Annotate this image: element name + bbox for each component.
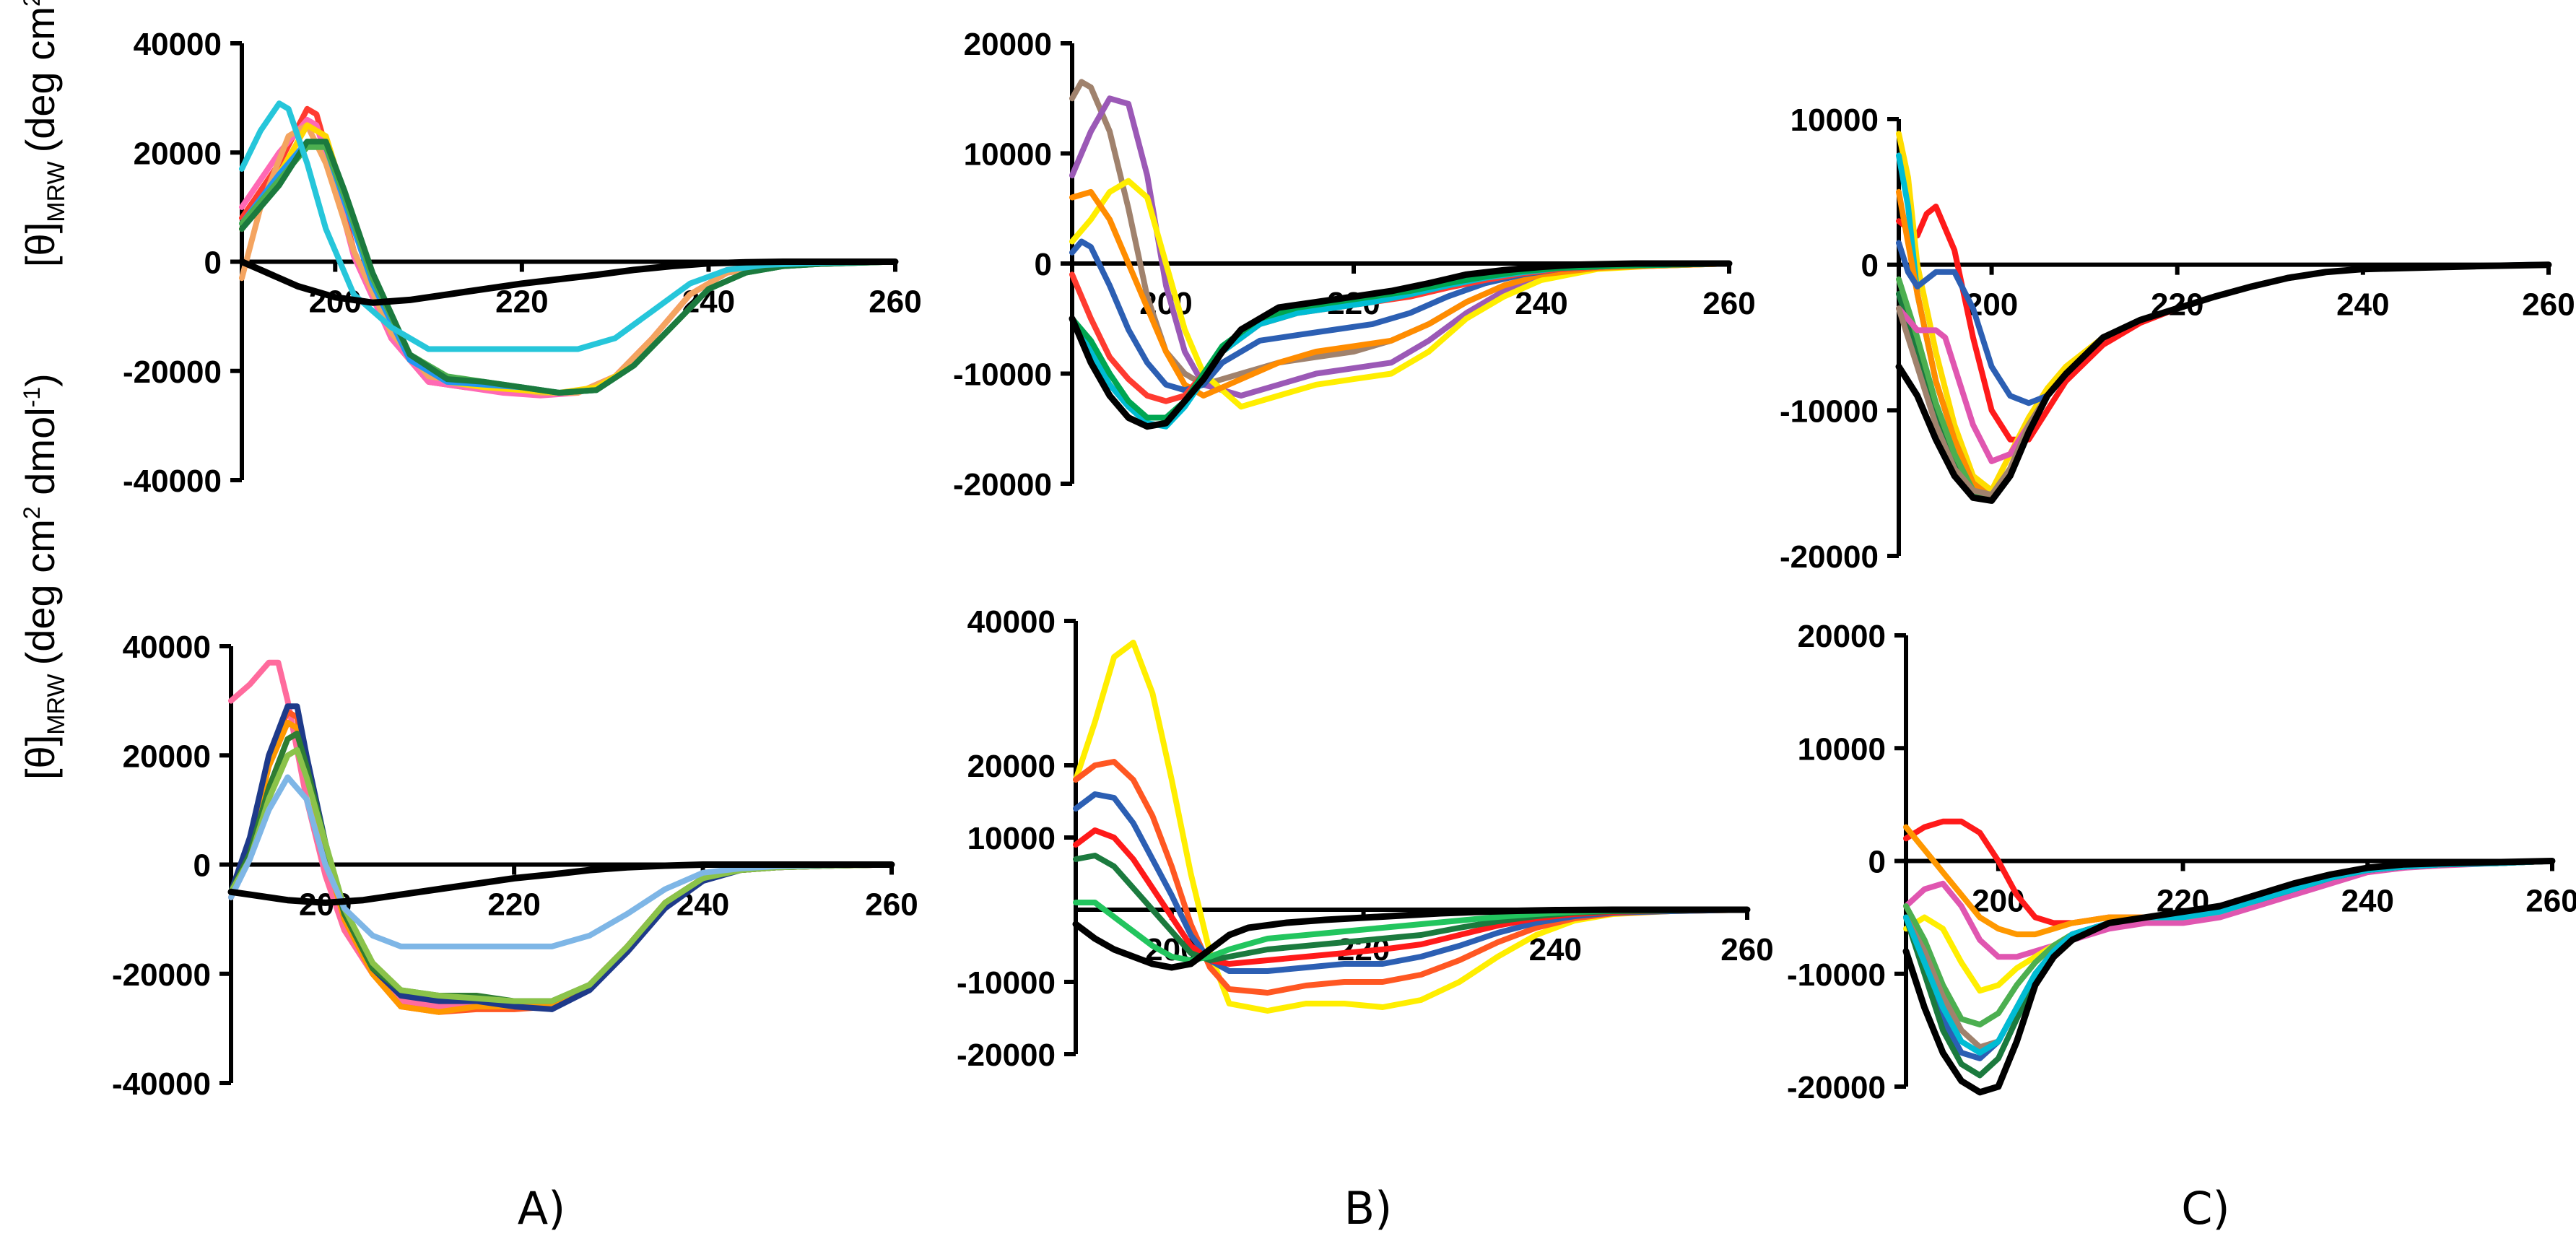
x-tick-label: 220 bbox=[495, 284, 548, 320]
series-line-1 bbox=[1069, 95, 1732, 399]
y-axis-label-bottom: [θ]MRW(deg cm2 dmol-1) bbox=[17, 373, 70, 780]
y-tick-label: 10000 bbox=[964, 137, 1052, 173]
y-tick-label: 0 bbox=[1868, 845, 1886, 880]
x-tick-label: 260 bbox=[1702, 286, 1755, 321]
y-tick-label: 40000 bbox=[967, 604, 1056, 640]
series-line-9 bbox=[1902, 858, 2556, 1096]
y-tick-label: 20000 bbox=[134, 136, 222, 171]
y-tick-label: 20000 bbox=[123, 739, 211, 774]
x-tick-label: 240 bbox=[2336, 287, 2389, 323]
y-tick-label: -10000 bbox=[1780, 393, 1879, 429]
series-line-8 bbox=[238, 258, 899, 306]
series-line-6 bbox=[1072, 906, 1751, 971]
series-line-3 bbox=[1069, 188, 1732, 399]
panel-label-b: B) bbox=[1344, 1182, 1393, 1235]
series-line-9 bbox=[1895, 261, 2552, 504]
series-line-0 bbox=[228, 659, 895, 1010]
y-tick-label: -20000 bbox=[1787, 1070, 1886, 1105]
series-line-5 bbox=[228, 747, 895, 1004]
y-tick-label: 10000 bbox=[1790, 103, 1879, 138]
y-tick-label: 20000 bbox=[964, 27, 1052, 62]
series-line-2 bbox=[1069, 178, 1732, 410]
y-tick-label: 20000 bbox=[1798, 619, 1886, 654]
x-tick-label: 260 bbox=[869, 284, 921, 320]
y-tick-label: -20000 bbox=[957, 1038, 1056, 1073]
y-tick-label: -10000 bbox=[953, 357, 1052, 393]
y-tick-label: 40000 bbox=[134, 27, 222, 62]
x-tick-label: 260 bbox=[1720, 932, 1773, 967]
series-line-8 bbox=[1069, 260, 1733, 430]
y-tick-label: -20000 bbox=[953, 467, 1052, 503]
x-tick-label: 240 bbox=[1529, 932, 1582, 967]
x-tick-label: 260 bbox=[865, 887, 918, 923]
y-tick-label: -10000 bbox=[1787, 957, 1886, 993]
x-tick-label: 240 bbox=[1515, 286, 1567, 321]
series-line-3 bbox=[1896, 188, 2551, 501]
series-line-7 bbox=[239, 100, 898, 352]
series-line-1 bbox=[1073, 759, 1750, 996]
x-tick-label: 260 bbox=[2522, 287, 2575, 323]
y-tick-label: 0 bbox=[193, 848, 211, 884]
y-tick-label: 0 bbox=[204, 245, 222, 281]
series-line-6 bbox=[228, 774, 895, 949]
series-line-0 bbox=[1896, 204, 2551, 443]
series-line-2 bbox=[1896, 152, 2551, 501]
y-tick-label: 10000 bbox=[1798, 731, 1886, 767]
x-tick-label: 240 bbox=[2341, 884, 2394, 919]
y-tick-label: 0 bbox=[1861, 248, 1879, 284]
y-tick-label: -40000 bbox=[123, 464, 222, 499]
y-tick-label: -20000 bbox=[123, 355, 222, 390]
series-line-7 bbox=[227, 861, 895, 906]
series-line-3 bbox=[1903, 858, 2555, 994]
y-tick-label: 0 bbox=[1035, 247, 1052, 282]
x-tick-label: 260 bbox=[2525, 884, 2576, 919]
y-tick-label: 20000 bbox=[967, 749, 1056, 784]
y-tick-label: -20000 bbox=[1780, 539, 1879, 575]
y-tick-label: -40000 bbox=[112, 1066, 211, 1102]
series-line-0 bbox=[1073, 640, 1750, 1014]
y-tick-label: -10000 bbox=[957, 965, 1056, 1001]
y-axis-label-top: [θ]MRW(deg cm2 dmol-1) bbox=[17, 0, 70, 267]
y-tick-label: 10000 bbox=[967, 821, 1056, 856]
y-tick-label: 40000 bbox=[123, 630, 211, 665]
x-tick-label: 220 bbox=[487, 887, 540, 923]
panel-label-c: C) bbox=[2181, 1182, 2229, 1235]
panel-label-a: A) bbox=[518, 1182, 566, 1235]
y-tick-label: -20000 bbox=[112, 957, 211, 993]
